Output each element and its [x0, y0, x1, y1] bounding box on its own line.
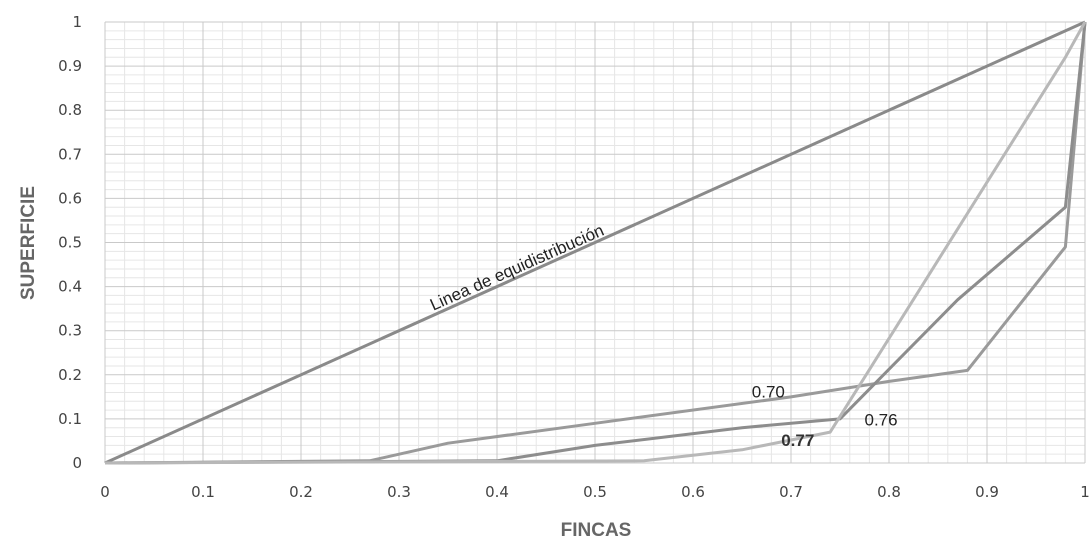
y-tick-label: 0.5: [58, 234, 82, 252]
y-tick-label: 0.3: [58, 322, 82, 340]
x-tick-label: 0.4: [485, 483, 509, 501]
y-tick-label: 0.8: [58, 101, 82, 119]
series-lines: [104, 20, 1087, 465]
x-tick-label: 0.1: [191, 483, 215, 501]
y-tick-label: 0.2: [58, 366, 82, 384]
annotation-3: 0.76: [865, 411, 898, 430]
series-line-4: [104, 21, 1087, 465]
x-tick-label: 0.3: [387, 483, 411, 501]
y-axis-ticks: 0 0.1 0.2 0.3 0.4 0.5 0.6 0.7 0.8 0.9 1: [58, 13, 82, 472]
major-grid: [104, 21, 1086, 464]
annotation-2: 0.70: [752, 383, 785, 402]
x-tick-label: 0.2: [289, 483, 313, 501]
x-tick-label: 0.6: [681, 483, 705, 501]
y-tick-label: 0.7: [58, 145, 82, 163]
x-tick-label: 0.8: [877, 483, 901, 501]
x-tick-label: 0.5: [583, 483, 607, 501]
y-tick-label: 0.1: [58, 410, 82, 428]
x-axis-ticks: 0 0.1 0.2 0.3 0.4 0.5 0.6 0.7 0.8 0.9 1: [100, 483, 1090, 501]
x-tick-label: 0.7: [779, 483, 803, 501]
y-tick-label: 1: [72, 13, 82, 31]
series-line-2: [104, 21, 1087, 465]
series-line-1: [104, 20, 1086, 465]
x-tick-label: 0: [100, 483, 110, 501]
x-tick-label: 1: [1080, 483, 1090, 501]
annotation-4: 0.77: [781, 431, 814, 450]
y-tick-label: 0.9: [58, 57, 82, 75]
series-line-3: [104, 21, 1087, 465]
y-tick-label: 0.6: [58, 189, 82, 207]
y-tick-label: 0: [72, 454, 82, 472]
y-tick-label: 0.4: [58, 278, 82, 296]
x-axis-title: FINCAS: [561, 520, 632, 541]
x-tick-label: 0.9: [975, 483, 999, 501]
y-axis-title: SUPERFICIE: [18, 186, 39, 300]
